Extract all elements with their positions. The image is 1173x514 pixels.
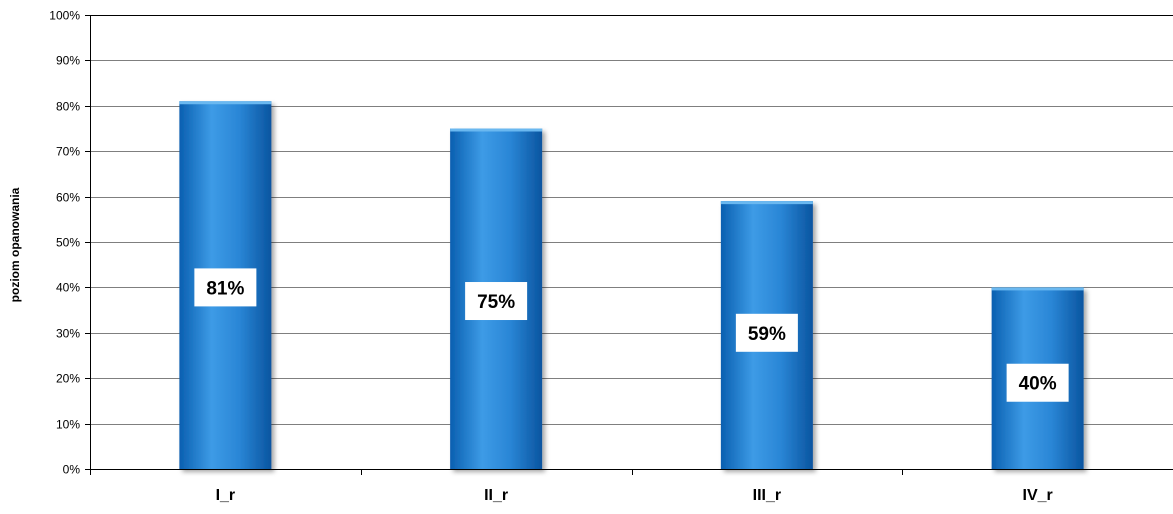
x-axis-ticks: I_r II_r III_r IV_r (90, 469, 1053, 504)
y-axis-ticks: 0% 10% 20% 30% 40% 50% 60% 70% 80% 90% 100% (49, 9, 90, 477)
data-labels: 81% 75% 59% 40% (194, 268, 1069, 402)
y-tick-label: 50% (56, 236, 80, 250)
data-label: 59% (748, 324, 786, 345)
bar-highlight (450, 128, 543, 132)
data-label: 75% (477, 292, 515, 313)
bar-highlight (179, 101, 272, 105)
y-tick-label: 0% (63, 463, 81, 477)
data-label-box (735, 313, 798, 352)
data-label: 40% (1019, 374, 1057, 395)
x-tick-label: III_r (753, 487, 781, 504)
data-label-box (1006, 363, 1069, 402)
y-tick-label: 100% (49, 9, 80, 23)
y-tick-label: 70% (56, 145, 80, 159)
bars (179, 101, 1084, 469)
y-tick-label: 30% (56, 327, 80, 341)
x-tick-label: II_r (484, 487, 508, 504)
y-tick-label: 90% (56, 54, 80, 68)
y-tick-label: 10% (56, 418, 80, 432)
data-label: 81% (206, 278, 244, 299)
y-axis-title: poziom opanowania (8, 187, 22, 302)
data-label-box (465, 282, 528, 321)
x-tick-label: I_r (216, 487, 236, 504)
y-tick-label: 60% (56, 191, 80, 205)
bar-highlight (991, 287, 1084, 291)
data-label-box (194, 268, 257, 307)
x-tick-label: IV_r (1023, 487, 1053, 504)
y-tick-label: 20% (56, 372, 80, 386)
y-tick-label: 80% (56, 100, 80, 114)
bar-highlight (720, 201, 813, 205)
y-tick-label: 40% (56, 281, 80, 295)
